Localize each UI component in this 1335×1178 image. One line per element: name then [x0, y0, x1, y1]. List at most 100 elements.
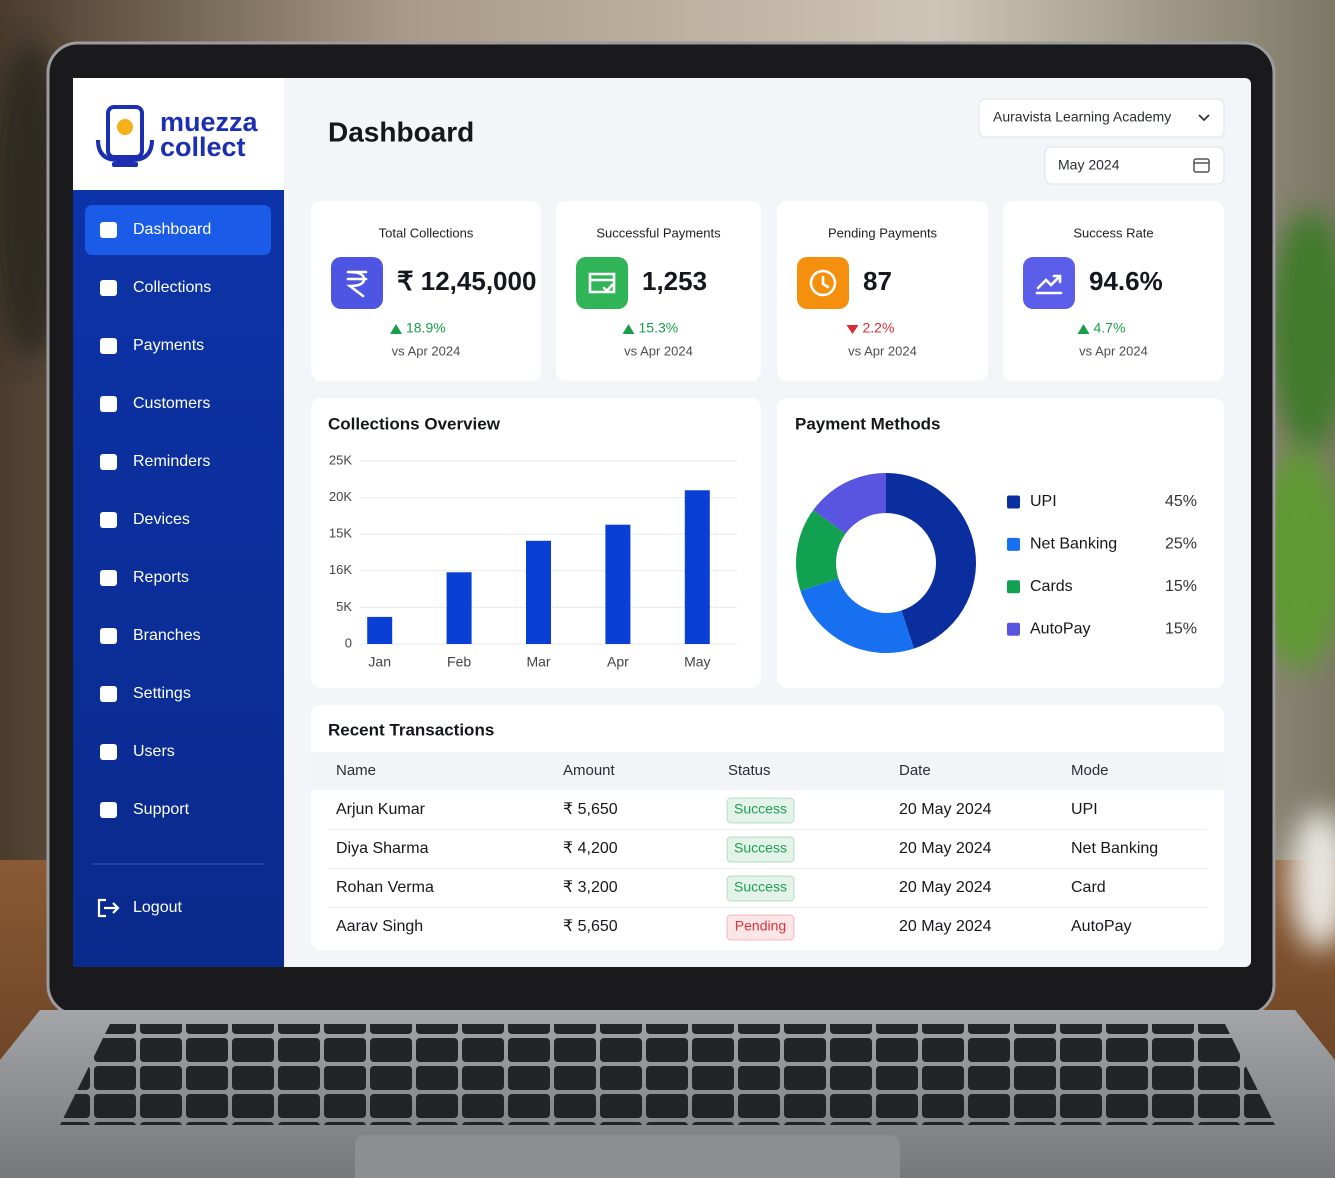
- nav-label[interactable]: Reports: [133, 569, 189, 586]
- status: Success: [734, 879, 787, 895]
- nav-icon[interactable]: [100, 802, 117, 818]
- pie-slice: [800, 578, 914, 653]
- table-cell: 20 May 2024: [899, 918, 992, 935]
- trackpad: [355, 1135, 900, 1178]
- legend-value: 25%: [1165, 536, 1197, 553]
- column-header: Mode: [1071, 762, 1109, 779]
- kpi-value: 94.6%: [1089, 266, 1163, 296]
- nav-item[interactable]: Reminders: [100, 453, 210, 470]
- kpi-value: 87: [863, 266, 892, 296]
- nav-active[interactable]: [85, 205, 271, 255]
- nav-item[interactable]: Collections: [100, 279, 211, 296]
- nav-icon[interactable]: [100, 454, 117, 470]
- nav-label[interactable]: Dashboard: [133, 221, 211, 238]
- logo-icon: [96, 105, 154, 167]
- nav-item[interactable]: Reports: [100, 569, 189, 586]
- charts: Collections Overview 0 5K 16K 15K 20K 25K Jan Fe…: [328, 414, 1197, 669]
- table-cell: ₹ 5,650: [563, 918, 618, 935]
- period-picker[interactable]: May 2024: [1044, 146, 1225, 185]
- table-cell: 20 May 2024: [899, 840, 992, 857]
- kpi-change: 4.7%: [1094, 320, 1126, 336]
- kpi-card: [556, 201, 761, 381]
- table-cell: AutoPay: [1071, 918, 1131, 935]
- kpi-value: 1,253: [642, 266, 707, 296]
- page-title: Dashboard: [328, 116, 474, 147]
- x-tick-label: Jan: [368, 654, 391, 670]
- nav-icon[interactable]: [100, 744, 117, 760]
- nav-label[interactable]: Users: [133, 743, 175, 760]
- organization-select[interactable]: Auravista Learning Academy: [978, 98, 1225, 138]
- column-header: Name: [336, 762, 376, 779]
- nav-label[interactable]: Reminders: [133, 453, 210, 470]
- trend-arrow: [390, 324, 402, 334]
- card: [777, 398, 1224, 688]
- status: Success: [734, 801, 787, 817]
- nav-item[interactable]: Support: [100, 801, 190, 818]
- nav-label[interactable]: Collections: [133, 279, 211, 296]
- nav-item[interactable]: Branches: [100, 627, 201, 644]
- kpi-icon: [576, 257, 628, 309]
- table-cell: ₹ 3,200: [563, 879, 618, 896]
- legend-label: Cards: [1030, 578, 1073, 595]
- kpi-label: Pending Payments: [828, 225, 938, 240]
- nav-item[interactable]: Settings: [100, 685, 191, 702]
- kpi-change: 2.2%: [863, 320, 895, 336]
- legend-value: 15%: [1165, 620, 1197, 637]
- nav-label[interactable]: Customers: [133, 395, 210, 412]
- kpi-change: 15.3%: [639, 320, 679, 336]
- nav-label[interactable]: Settings: [133, 685, 191, 702]
- kpi-glyph: [346, 270, 368, 298]
- bar: [605, 524, 631, 644]
- nav-icon[interactable]: [100, 686, 117, 702]
- status-pill: [726, 797, 795, 824]
- nav-icon[interactable]: [100, 570, 117, 586]
- legend-value: 15%: [1165, 578, 1197, 595]
- bar: [367, 616, 393, 644]
- logout-item[interactable]: Logout: [97, 898, 182, 918]
- y-tick-label: 25K: [329, 452, 352, 467]
- x-tick-label: Mar: [526, 654, 550, 670]
- kpi-comparison: vs Apr 2024: [848, 343, 917, 358]
- nav-label[interactable]: Payments: [133, 337, 204, 354]
- kpi-glyph: [1035, 274, 1063, 295]
- bar: [526, 540, 551, 644]
- nav-icon[interactable]: [100, 280, 117, 296]
- keyboard: [60, 1024, 1275, 1125]
- legend-label: UPI: [1030, 493, 1057, 510]
- x-tick-label: Feb: [447, 654, 471, 670]
- nav-item[interactable]: Users: [100, 743, 175, 760]
- period[interactable]: May 2024: [1058, 157, 1120, 173]
- nav-item[interactable]: Dashboard: [85, 205, 271, 255]
- kpi-icon: [331, 257, 383, 309]
- nav-item[interactable]: Payments: [100, 337, 204, 354]
- nav-label[interactable]: Devices: [133, 511, 190, 528]
- status-pill: [726, 914, 795, 941]
- organization[interactable]: Auravista Learning Academy: [993, 109, 1171, 125]
- brand-name: muezza: [160, 107, 259, 137]
- pie-slice: [796, 510, 846, 591]
- table-cell: Arjun Kumar: [336, 801, 426, 818]
- table-cell: Net Banking: [1071, 840, 1158, 857]
- table-header-band: [311, 752, 1224, 790]
- nav-item[interactable]: Devices: [100, 511, 190, 528]
- legend-swatch: [1007, 580, 1020, 594]
- nav-label[interactable]: Support: [133, 801, 190, 818]
- status-pill: [726, 875, 795, 902]
- nav-icon[interactable]: [100, 512, 117, 528]
- kpi-change: 18.9%: [406, 320, 446, 336]
- trend-arrow: [622, 324, 635, 334]
- nav-icon[interactable]: [100, 396, 117, 412]
- y-tick-label: 0: [345, 635, 352, 650]
- kpi-label: Total Collections: [379, 225, 474, 240]
- nav-item[interactable]: Customers: [100, 395, 210, 412]
- nav-icon[interactable]: [100, 338, 117, 354]
- nav-icon[interactable]: [100, 222, 117, 238]
- nav-icon[interactable]: [100, 628, 117, 644]
- table-cell: Aarav Singh: [336, 918, 423, 935]
- nav-label[interactable]: Branches: [133, 627, 201, 644]
- legend-swatch: [1007, 622, 1020, 636]
- pie-slice: [886, 473, 976, 649]
- logout-label[interactable]: Logout: [133, 899, 182, 916]
- pie-slice: [813, 473, 886, 534]
- table-cell: 20 May 2024: [899, 801, 992, 818]
